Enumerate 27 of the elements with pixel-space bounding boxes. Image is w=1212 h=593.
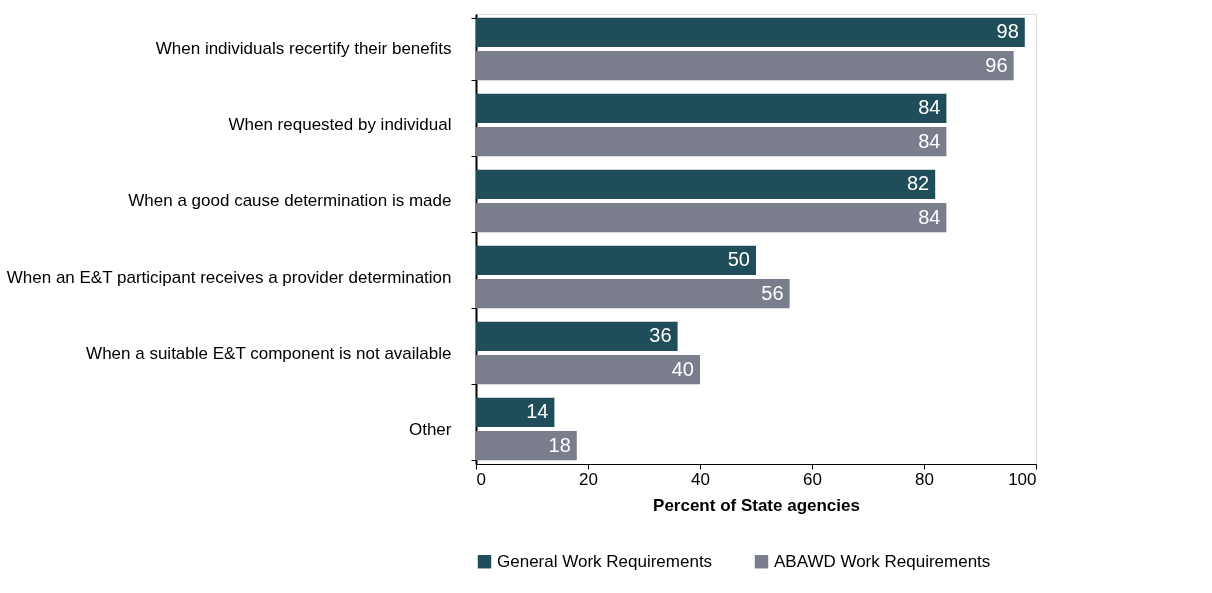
data-label: 18: [548, 433, 571, 456]
x-tick-label: 20: [579, 469, 598, 489]
data-label: 40: [671, 357, 694, 380]
y-tick-label: Other: [408, 419, 452, 439]
legend-label: General Work Requirements: [497, 551, 713, 571]
data-label: 50: [727, 248, 750, 271]
data-label: 84: [918, 205, 941, 228]
legend-label: ABAWD Work Requirements: [774, 551, 991, 571]
data-label: 96: [985, 53, 1008, 76]
x-tick-label: 80: [915, 469, 934, 489]
x-tick-label: 100: [1008, 469, 1037, 489]
x-tick-label: 0: [476, 469, 486, 489]
data-label: 82: [906, 172, 930, 195]
data-label: 98: [996, 20, 1019, 43]
data-label: 56: [761, 281, 784, 304]
y-tick-label: When a suitable E&T component is not available: [86, 343, 452, 363]
x-tick-label: 40: [691, 469, 710, 489]
data-label: 14: [526, 400, 549, 423]
y-tick-label: When an E&T participant receives a provider determination: [6, 267, 452, 287]
y-tick-label: When requested by individual: [228, 115, 452, 135]
data-label: 36: [649, 324, 672, 347]
data-label: 84: [918, 96, 941, 119]
x-tick-label: 60: [803, 469, 822, 489]
y-tick-label: When individuals recertify their benefits: [155, 39, 452, 59]
data-label: 84: [918, 129, 941, 152]
y-tick-label: When a good cause determination is made: [128, 191, 452, 211]
x-axis-title: Percent of State agencies: [653, 495, 860, 515]
